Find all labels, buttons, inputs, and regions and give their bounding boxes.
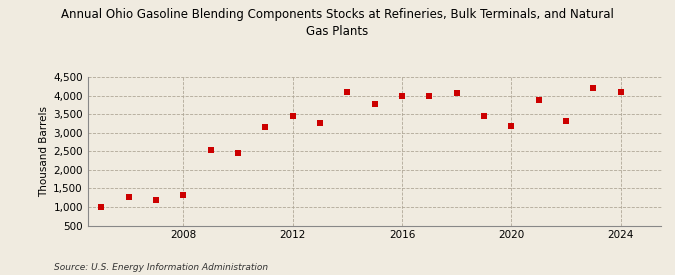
Point	[96, 205, 107, 209]
Text: Source: U.S. Energy Information Administration: Source: U.S. Energy Information Administ…	[54, 263, 268, 272]
Point	[479, 114, 489, 118]
Point	[615, 90, 626, 94]
Point	[369, 102, 380, 106]
Point	[588, 86, 599, 90]
Point	[451, 90, 462, 95]
Point	[315, 121, 325, 126]
Text: Annual Ohio Gasoline Blending Components Stocks at Refineries, Bulk Terminals, a: Annual Ohio Gasoline Blending Components…	[61, 8, 614, 38]
Point	[424, 94, 435, 99]
Point	[151, 198, 161, 203]
Point	[560, 119, 571, 123]
Point	[178, 193, 189, 197]
Point	[233, 151, 244, 155]
Point	[124, 194, 134, 199]
Point	[342, 90, 353, 94]
Point	[533, 98, 544, 102]
Point	[260, 125, 271, 129]
Y-axis label: Thousand Barrels: Thousand Barrels	[39, 106, 49, 197]
Point	[396, 94, 407, 99]
Point	[506, 124, 516, 128]
Point	[288, 114, 298, 118]
Point	[205, 148, 216, 153]
